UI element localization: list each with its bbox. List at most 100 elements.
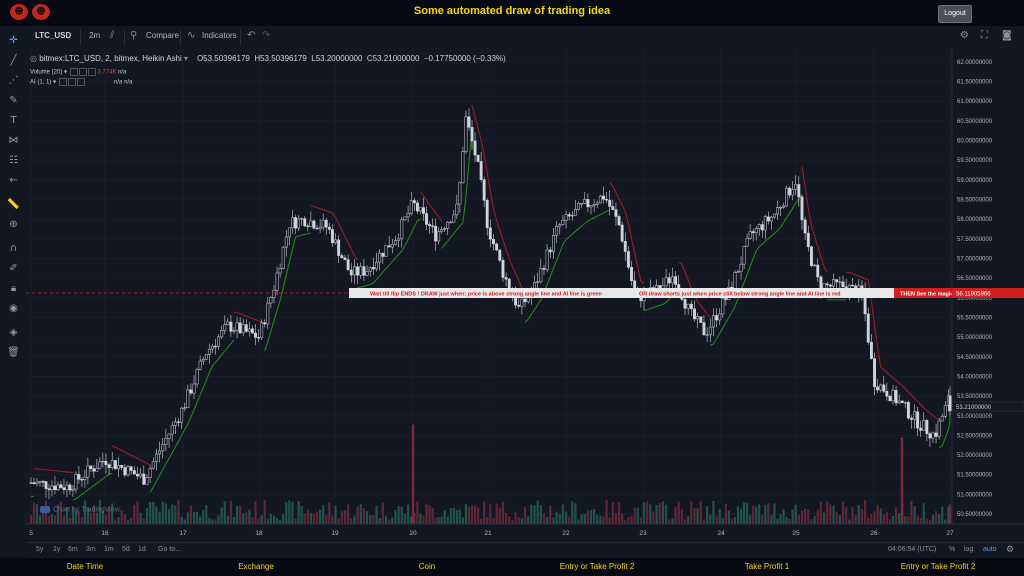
undo-icon[interactable]: ↶ bbox=[247, 30, 256, 41]
settings-icon[interactable] bbox=[67, 78, 76, 86]
chevron-down-icon[interactable]: ▾ bbox=[53, 79, 57, 86]
ai-line-green bbox=[407, 233, 412, 240]
ai-legend-label[interactable]: AI (1, 1) bbox=[30, 79, 52, 86]
layers-icon[interactable]: ◈ bbox=[9, 327, 18, 338]
volume-bar bbox=[406, 504, 410, 524]
fullscreen-icon[interactable]: ⛶ bbox=[981, 30, 988, 41]
ai-line-green bbox=[777, 227, 781, 232]
range-6m[interactable]: 6m bbox=[68, 546, 78, 553]
candle-body bbox=[876, 386, 880, 391]
volume-bar bbox=[315, 511, 319, 524]
lock-icon[interactable]: 🔒︎ bbox=[10, 283, 17, 294]
ruler-icon[interactable]: 📏 bbox=[7, 199, 20, 210]
ai-line-green bbox=[662, 301, 667, 305]
range-5y[interactable]: 5y bbox=[36, 546, 44, 553]
ai-line-green bbox=[298, 234, 302, 237]
range-1y[interactable]: 1y bbox=[53, 546, 61, 553]
crosshair-icon[interactable]: ✛ bbox=[9, 35, 18, 46]
ai-line-red bbox=[877, 347, 882, 368]
volume-bar bbox=[431, 508, 434, 524]
volume-bar bbox=[742, 502, 746, 524]
tradingview-watermark[interactable]: Chart by TradingView bbox=[40, 506, 120, 513]
settings-icon[interactable] bbox=[78, 68, 87, 76]
chart-pane[interactable]: Wait till flip ENDS ! DRAW just when: pr… bbox=[26, 48, 1024, 542]
volume-bar bbox=[910, 500, 913, 524]
volume-bar bbox=[422, 515, 425, 524]
text-icon[interactable]: T bbox=[10, 115, 17, 126]
eye-icon[interactable] bbox=[58, 78, 67, 86]
compare-button[interactable]: Compare bbox=[146, 31, 179, 40]
volume-bar bbox=[501, 501, 505, 524]
volume-bar bbox=[885, 512, 888, 524]
volume-bar bbox=[785, 516, 788, 524]
close-icon[interactable] bbox=[87, 68, 96, 76]
eye-icon[interactable]: ◉ bbox=[9, 303, 18, 314]
candle-body bbox=[498, 249, 502, 261]
ai-line-red bbox=[236, 311, 241, 315]
eye-icon[interactable] bbox=[69, 68, 78, 76]
price-axis-bg bbox=[952, 48, 1024, 524]
chevron-down-icon[interactable]: ▾ bbox=[64, 69, 68, 76]
volume-bar bbox=[819, 501, 823, 524]
volume-legend-label[interactable]: Volume (20) bbox=[30, 69, 63, 76]
log-toggle[interactable]: log bbox=[964, 546, 974, 553]
clock[interactable]: 04:06:54 (UTC) bbox=[888, 546, 937, 553]
interval-select[interactable]: 2m bbox=[89, 31, 101, 40]
chevron-down-icon[interactable]: ▾ bbox=[184, 54, 189, 63]
redo-icon[interactable]: ↷ bbox=[262, 30, 271, 41]
volume-bar bbox=[294, 518, 297, 524]
bar-style-icon[interactable]: ⫽ bbox=[110, 30, 115, 41]
volume-bar bbox=[533, 505, 536, 524]
settings-icon[interactable]: ⚙ bbox=[960, 30, 969, 41]
lock-drawing-icon[interactable]: ✐ bbox=[9, 263, 18, 274]
volume-bar bbox=[53, 515, 57, 524]
price-chart[interactable]: Wait till flip ENDS ! DRAW just when: pr… bbox=[26, 48, 1024, 542]
candle-body bbox=[303, 218, 307, 227]
volume-bar bbox=[486, 517, 489, 524]
pattern-icon[interactable]: ⋈ bbox=[8, 135, 19, 146]
auto-toggle[interactable]: auto bbox=[983, 546, 997, 553]
candle-body bbox=[151, 461, 155, 469]
indicators-button[interactable]: Indicators bbox=[202, 31, 237, 40]
ai-line-red bbox=[889, 374, 894, 379]
candle-body bbox=[816, 264, 820, 278]
range-1d[interactable]: 1d bbox=[138, 546, 146, 553]
candle-body bbox=[145, 477, 149, 485]
ai-line-red bbox=[895, 379, 900, 384]
goto-button[interactable]: Go to... bbox=[158, 546, 181, 553]
volume-bar bbox=[80, 517, 84, 524]
zoom-in-icon[interactable]: ⊕ bbox=[9, 219, 18, 230]
ai-line-red bbox=[880, 366, 885, 371]
ai-line-green bbox=[385, 264, 390, 270]
fib-icon[interactable]: ⋰ bbox=[8, 75, 19, 86]
close-icon[interactable] bbox=[76, 78, 85, 86]
volume-bar bbox=[95, 512, 98, 524]
magnet-icon[interactable]: ∩ bbox=[9, 243, 18, 254]
legend-title[interactable]: bitmex:LTC_USD, 2, bitmex, Heikin Ashi bbox=[39, 54, 182, 63]
volume-bar bbox=[322, 505, 325, 524]
forecast-icon[interactable]: ☷ bbox=[9, 155, 18, 166]
volume-bar bbox=[235, 505, 239, 524]
ai-line-green bbox=[372, 279, 377, 284]
logout-button[interactable]: Logout bbox=[938, 5, 972, 23]
camera-icon[interactable]: ◙ bbox=[1002, 30, 1012, 41]
range-1m[interactable]: 1m bbox=[104, 546, 114, 553]
range-3m[interactable]: 3m bbox=[86, 546, 96, 553]
brush-icon[interactable]: ✎ bbox=[9, 95, 18, 106]
trash-icon[interactable]: 🗑︎ bbox=[7, 347, 20, 358]
settings-icon[interactable]: ⚙ bbox=[1006, 544, 1015, 554]
ai-legend-na-1: n/a bbox=[114, 79, 123, 86]
volume-bar bbox=[813, 515, 816, 524]
candle-body bbox=[806, 232, 810, 248]
ai-line-red bbox=[492, 208, 498, 221]
range-5d[interactable]: 5d bbox=[122, 546, 130, 553]
symbol-search[interactable]: LTC_USD bbox=[35, 31, 72, 40]
percent-toggle[interactable]: % bbox=[949, 546, 956, 553]
volume-bar bbox=[539, 504, 542, 524]
candle-body bbox=[614, 209, 618, 217]
arrow-left-icon[interactable]: ← bbox=[9, 175, 18, 186]
ai-line-red bbox=[640, 280, 645, 284]
candle-body bbox=[931, 432, 935, 439]
volume-bar bbox=[114, 519, 117, 524]
trend-line-icon[interactable]: ╱ bbox=[10, 55, 17, 66]
